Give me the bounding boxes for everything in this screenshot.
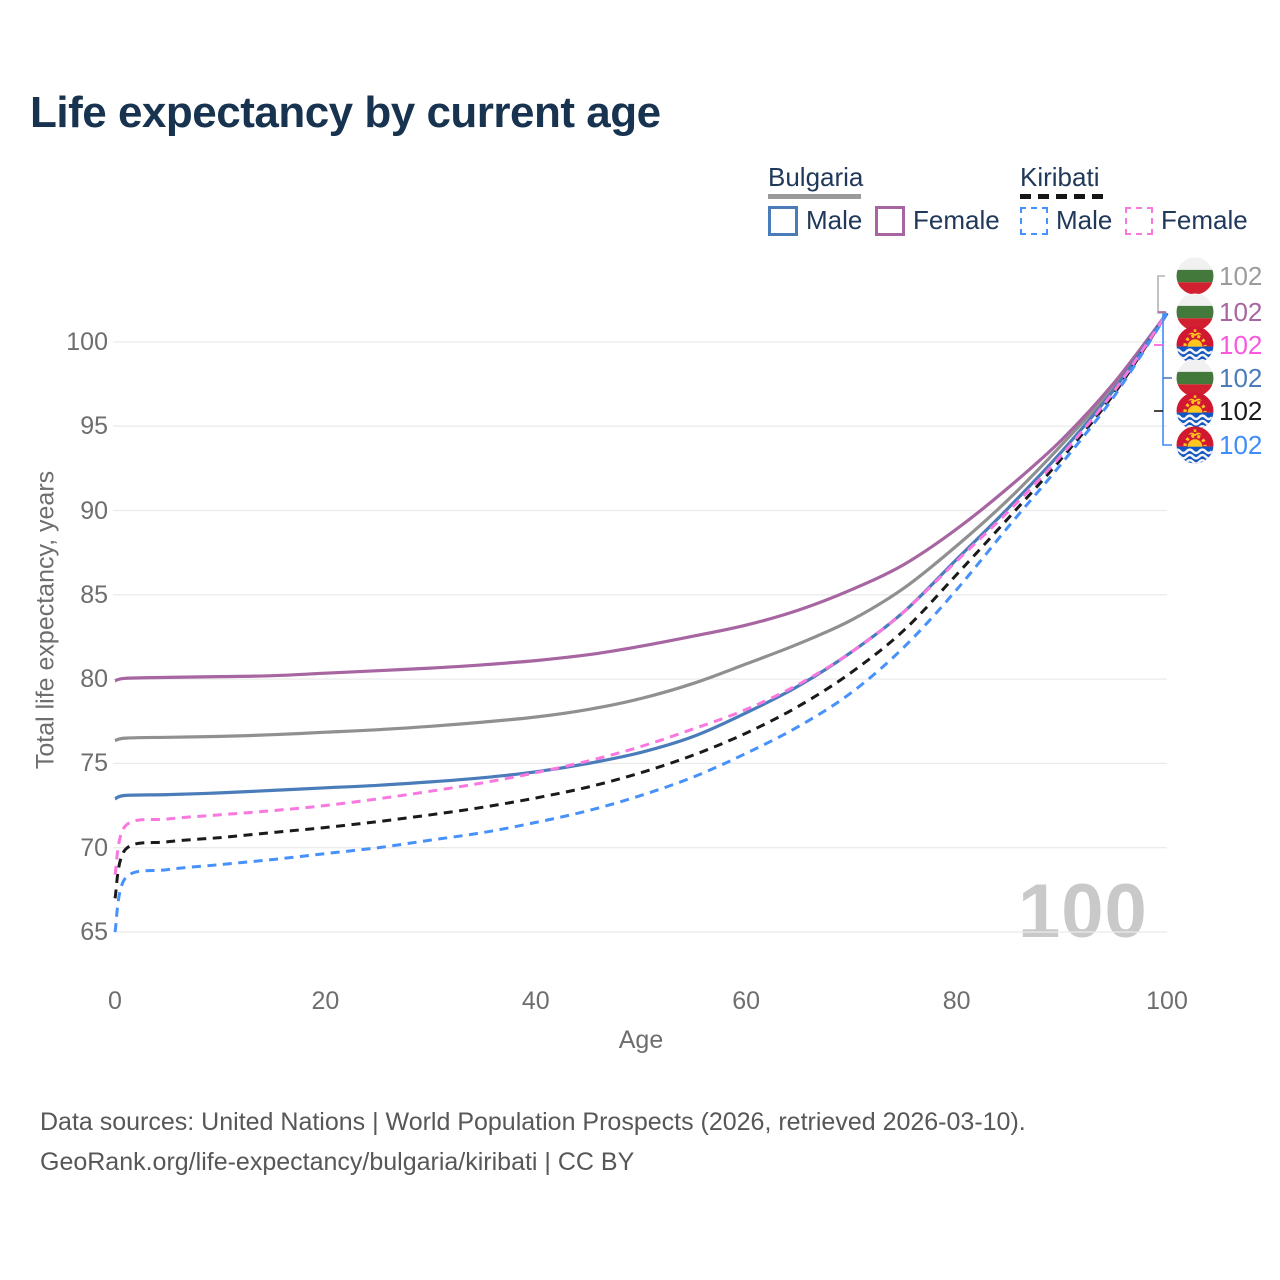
connector-bulgaria-total xyxy=(1157,275,1167,314)
endpoint-value: 102 xyxy=(1219,362,1263,393)
endpoint-row-kiribati-male[interactable]: 102 xyxy=(1176,426,1262,464)
y-tick-90: 90 xyxy=(80,496,108,525)
endpoint-value: 102 xyxy=(1219,429,1263,460)
label-connectors xyxy=(1154,275,1172,446)
legend-item-kiribati-male[interactable]: Male xyxy=(1020,205,1112,236)
legend-swatch-bulgaria-male xyxy=(768,205,798,236)
kiribati-flag-icon xyxy=(1176,426,1214,464)
legend-label-bulgaria-male: Male xyxy=(806,205,863,235)
connector-kiribati-male xyxy=(1162,313,1172,446)
x-tick-60: 60 xyxy=(732,987,761,1015)
gridlines xyxy=(113,341,1167,933)
endpoint-row-kiribati-total[interactable]: 102 xyxy=(1176,392,1262,430)
y-tick-95: 95 xyxy=(80,412,108,441)
y-axis-title: Total life expectancy, years xyxy=(31,470,60,770)
legend-swatch-kiribati-female xyxy=(1125,206,1153,235)
x-tick-80: 80 xyxy=(942,987,971,1015)
y-tick-100: 100 xyxy=(66,327,108,356)
age-counter-watermark: 100 xyxy=(1018,869,1148,954)
x-tick-0: 0 xyxy=(108,987,122,1015)
series-line-bulgaria-total[interactable] xyxy=(114,312,1169,743)
x-tick-20: 20 xyxy=(311,987,340,1015)
endpoint-value: 102 xyxy=(1219,395,1263,426)
series-line-kiribati-male[interactable] xyxy=(113,313,1169,933)
legend-item-bulgaria-male[interactable]: Male xyxy=(768,205,862,236)
bulgaria-flag-icon xyxy=(1176,257,1214,295)
series-line-kiribati-female[interactable] xyxy=(113,312,1169,876)
endpoint-row-bulgaria-female[interactable]: 102 xyxy=(1176,293,1262,331)
endpoint-value: 102 xyxy=(1219,260,1263,291)
y-tick-70: 70 xyxy=(80,833,108,862)
legend-underline-kiribati xyxy=(1020,194,1108,199)
legend-item-kiribati-female[interactable]: Female xyxy=(1125,205,1248,236)
legend-label-kiribati-female: Female xyxy=(1161,205,1248,235)
endpoint-value: 102 xyxy=(1219,329,1263,360)
page-title: Life expectancy by current age xyxy=(30,88,661,137)
legend-label-bulgaria-female: Female xyxy=(913,205,1000,235)
legend-group-bulgaria: Bulgaria xyxy=(768,162,864,192)
endpoint-row-kiribati-female[interactable]: 102 xyxy=(1176,326,1262,364)
y-tick-85: 85 xyxy=(80,580,108,609)
y-tick-65: 65 xyxy=(80,918,108,946)
series-line-bulgaria-male[interactable] xyxy=(114,312,1169,801)
legend-group-kiribati: Kiribati xyxy=(1020,162,1100,192)
series-lines xyxy=(113,312,1169,933)
y-tick-80: 80 xyxy=(80,665,108,694)
kiribati-flag-icon xyxy=(1176,392,1214,430)
endpoint-row-bulgaria-male[interactable]: 102 xyxy=(1176,359,1262,397)
legend-underline-bulgaria xyxy=(768,194,861,199)
legend-swatch-bulgaria-female xyxy=(875,205,905,236)
endpoint-value: 102 xyxy=(1219,296,1263,327)
y-tick-75: 75 xyxy=(80,749,108,778)
data-source-note: Data sources: United Nations | World Pop… xyxy=(40,1108,1026,1136)
series-line-kiribati-total[interactable] xyxy=(113,312,1169,899)
series-line-bulgaria-female[interactable] xyxy=(114,312,1169,683)
x-axis-title: Age xyxy=(618,1026,664,1054)
endpoint-row-bulgaria-total[interactable]: 102 xyxy=(1176,257,1262,295)
legend-item-bulgaria-female[interactable]: Female xyxy=(875,205,1000,236)
legend-swatch-kiribati-male xyxy=(1020,206,1048,235)
x-tick-100: 100 xyxy=(1146,987,1188,1015)
attribution-note: GeoRank.org/life-expectancy/bulgaria/kir… xyxy=(40,1148,635,1176)
legend-label-kiribati-male: Male xyxy=(1056,205,1113,235)
x-tick-40: 40 xyxy=(521,987,550,1015)
